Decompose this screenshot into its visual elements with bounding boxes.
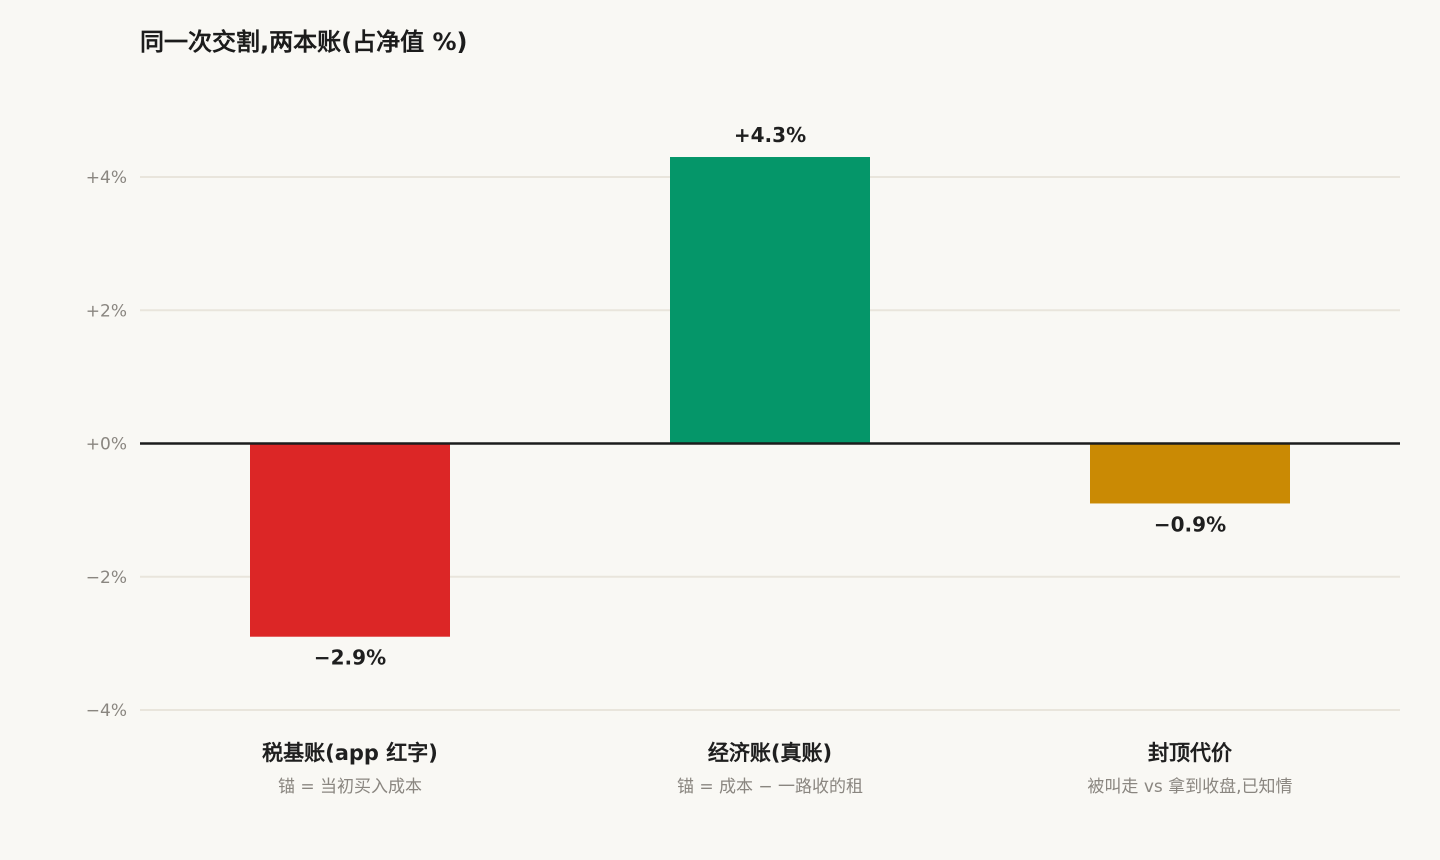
chart-title: 同一次交割,两本账(占净值 %) <box>140 28 468 56</box>
y-tick-label: −2% <box>86 568 127 588</box>
bar <box>1090 443 1290 504</box>
data-label: +4.3% <box>734 123 806 147</box>
bar <box>670 157 870 444</box>
y-tick-label: +2% <box>86 301 127 321</box>
y-tick-label: +0% <box>86 435 127 455</box>
y-tick-label: −4% <box>86 701 127 721</box>
bar <box>250 443 450 637</box>
x-tick-label: 封顶代价 <box>1148 741 1233 765</box>
x-tick-sublabel: 锚 = 成本 − 一路收的租 <box>677 777 863 797</box>
value-labels: −2.9% +4.3% −0.9% <box>314 123 1226 670</box>
category-labels: 税基账(app 红字) 锚 = 当初买入成本 经济账(真账) 锚 = 成本 − 一路收… <box>262 741 1292 797</box>
data-label: −2.9% <box>314 646 386 670</box>
bars <box>250 157 1290 637</box>
data-label: −0.9% <box>1154 512 1226 536</box>
x-tick-sublabel: 锚 = 当初买入成本 <box>278 777 422 797</box>
x-tick-sublabel: 被叫走 vs 拿到收盘,已知情 <box>1087 776 1292 797</box>
x-tick-label: 经济账(真账) <box>708 741 832 765</box>
x-tick-label: 税基账(app 红字) <box>262 741 438 765</box>
y-tick-label: +4% <box>86 168 127 188</box>
y-axis-ticks: −4% −2% +0% +2% +4% <box>86 168 127 721</box>
